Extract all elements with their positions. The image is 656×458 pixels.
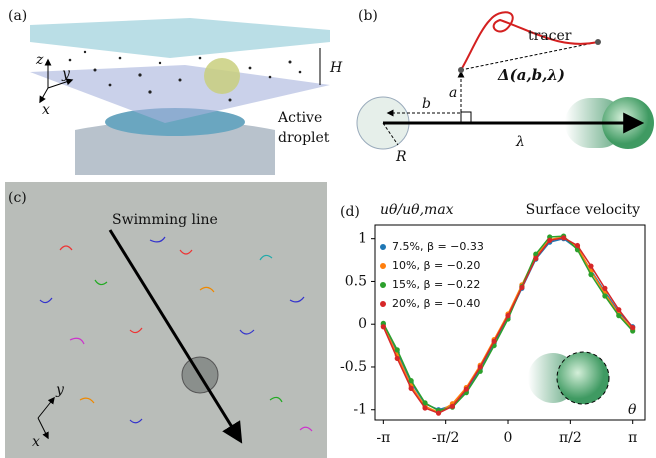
panel-d: (d) uθ/uθ,max Surface velocity θ -1 -0.5 0… — [340, 202, 645, 446]
point — [630, 325, 635, 330]
point — [533, 256, 538, 261]
legend-label: 7.5%, β = −0.33 — [392, 240, 484, 253]
point — [588, 272, 593, 277]
height-label: H — [329, 60, 343, 76]
point — [616, 307, 621, 312]
y-tick-label: 0.5 — [345, 273, 367, 289]
y-tick-label: -1 — [353, 402, 367, 418]
point — [395, 347, 400, 352]
point — [409, 378, 414, 383]
point — [422, 405, 427, 410]
axis-label: x — [32, 434, 40, 450]
point — [616, 313, 621, 318]
tracer-start — [458, 67, 464, 73]
axis-label: y — [61, 66, 71, 82]
line-label: Swimming line — [112, 212, 218, 228]
x-tick-label: π/2 — [559, 430, 582, 446]
point — [450, 404, 455, 409]
point — [505, 313, 510, 318]
panel-label: (c) — [8, 190, 27, 206]
panel-label: (b) — [358, 8, 378, 24]
displacement-label: Δ(a,b,λ) — [497, 66, 565, 84]
x-axis-label: θ — [628, 402, 637, 418]
point — [519, 285, 524, 290]
top-plate — [30, 18, 330, 58]
point — [395, 356, 400, 361]
a-label: a — [449, 85, 457, 101]
legend-marker — [380, 263, 386, 269]
lambda-label: λ — [515, 134, 525, 150]
right-angle — [461, 112, 471, 122]
y-tick-label: 1 — [358, 231, 367, 247]
point — [436, 411, 441, 416]
point — [561, 235, 566, 240]
axis-label: x — [42, 102, 50, 118]
x-tick-label: -π/2 — [432, 430, 460, 446]
panel-c: (c) Swimming line y x — [5, 182, 327, 458]
axis-label: z — [35, 52, 44, 68]
figure: (a) z y x H Active droplet (b) tracer Δ(… — [0, 0, 656, 458]
panel-label: (a) — [8, 8, 27, 24]
legend-label: 10%, β = −0.20 — [392, 259, 480, 272]
legend-marker — [380, 244, 386, 250]
point — [381, 324, 386, 329]
x-tick-label: -π — [376, 430, 390, 446]
point — [409, 386, 414, 391]
point — [464, 387, 469, 392]
legend-marker — [380, 282, 386, 288]
droplet — [204, 58, 240, 94]
panel-b: (b) tracer Δ(a,b,λ) a b R λ — [357, 8, 654, 165]
y-tick-label: 0 — [358, 316, 367, 332]
chart-title: Surface velocity — [526, 202, 640, 218]
point — [588, 263, 593, 268]
caption: Active — [277, 110, 322, 126]
point — [602, 293, 607, 298]
x-tick-label: 0 — [504, 430, 513, 446]
x-tick-label: π — [628, 430, 637, 446]
tracer-end — [595, 39, 601, 45]
point — [575, 243, 580, 248]
radius-label: R — [395, 149, 407, 165]
b-label: b — [422, 96, 431, 112]
caption: droplet — [278, 130, 330, 146]
legend-label: 20%, β = −0.40 — [392, 297, 480, 310]
legend-marker — [380, 301, 386, 307]
point — [547, 238, 552, 243]
point — [602, 286, 607, 291]
legend-label: 15%, β = −0.22 — [392, 278, 480, 291]
tracer-label: tracer — [528, 28, 572, 44]
panel-label: (d) — [340, 204, 360, 220]
axis-label: y — [55, 382, 65, 398]
point — [492, 339, 497, 344]
y-axis-label: uθ/uθ,max — [380, 202, 454, 218]
y-tick-label: -0.5 — [340, 359, 367, 375]
inset-swimmer — [528, 352, 609, 404]
axis-x — [40, 88, 48, 102]
point — [478, 364, 483, 369]
panel-a: (a) z y x H Active droplet — [8, 8, 343, 175]
